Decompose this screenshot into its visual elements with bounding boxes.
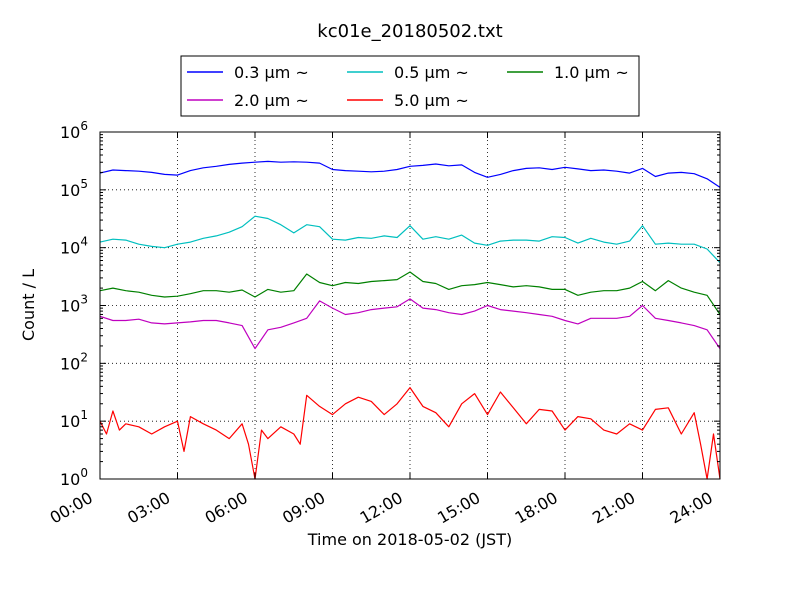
y-axis-label: Count / L	[19, 269, 38, 341]
series-line	[99, 387, 721, 480]
grid-lines	[100, 132, 720, 479]
x-tick-label: 18:00	[512, 488, 561, 528]
legend-label: 0.5 μm ~	[394, 63, 469, 82]
x-tick-label: 24:00	[667, 488, 716, 528]
x-tick-label: 21:00	[589, 488, 638, 528]
legend-label: 1.0 μm ~	[554, 63, 629, 82]
legend: 0.3 μm ~ 0.5 μm ~ 1.0 μm ~ 2.0 μm ~ 5.0 μm ~	[180, 55, 640, 117]
x-tick-label: 15:00	[434, 488, 483, 528]
y-tick-label: 100	[60, 466, 88, 489]
series-line	[99, 271, 721, 315]
legend-items: 0.3 μm ~ 0.5 μm ~ 1.0 μm ~ 2.0 μm ~ 5.0 μm ~	[187, 63, 629, 110]
legend-label: 0.3 μm ~	[234, 63, 309, 82]
legend-box	[180, 55, 640, 117]
y-tick-label: 101	[60, 408, 88, 431]
x-tick-label: 00:00	[47, 488, 96, 528]
legend-label: 2.0 μm ~	[234, 91, 309, 110]
series-line	[99, 298, 721, 350]
x-tick-label: 06:00	[202, 488, 251, 528]
y-axis-tick-labels: 100 101 102 103 104 105 106	[60, 119, 88, 489]
chart-title: kc01e_20180502.txt	[317, 21, 502, 42]
y-tick-label: 106	[60, 119, 88, 142]
x-axis-tick-labels: 00:00 03:00 06:00 09:00 12:00 15:00 18:00 21:00…	[47, 488, 716, 528]
x-axis-label: Time on 2018-05-02 (JST)	[307, 530, 512, 549]
x-tick-label: 03:00	[124, 488, 173, 528]
x-tick-label: 12:00	[357, 488, 406, 528]
plot-lines	[99, 160, 721, 480]
axis-ticks	[99, 131, 721, 480]
series-line	[99, 215, 721, 264]
series-line	[99, 160, 721, 188]
y-tick-label: 104	[60, 235, 88, 258]
y-tick-label: 105	[60, 177, 88, 200]
y-tick-label: 103	[60, 293, 88, 316]
x-tick-label: 09:00	[279, 488, 328, 528]
y-tick-label: 102	[60, 350, 88, 373]
legend-label: 5.0 μm ~	[394, 91, 469, 110]
